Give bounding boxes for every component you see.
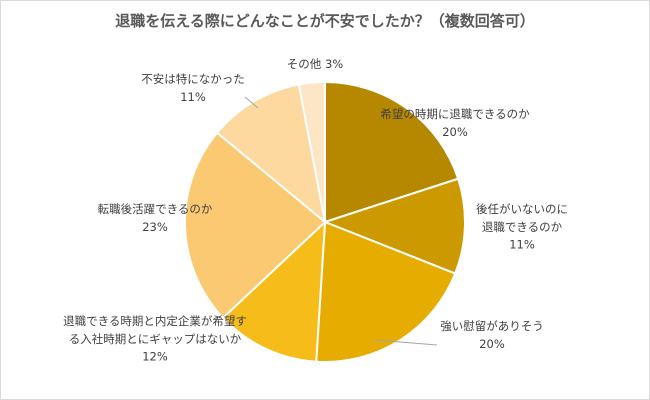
pie-slice-0 <box>324 80 460 224</box>
slice-label-2: 強い慰留がありそう 20% <box>440 319 544 351</box>
pie-slice-4 <box>184 131 327 320</box>
slice-label-1: 後任がいないのに退職できるのか 11% <box>476 202 568 252</box>
leader-line-5 <box>244 96 259 109</box>
pie-slice-6 <box>297 80 326 223</box>
pie-slice-3 <box>221 219 327 363</box>
chart-title: 退職を伝える際にどんなことが不安でしたか？（複数回答可） <box>115 12 535 30</box>
slice-label-3: 退職できる時期と内定企業が希望する入社時期とにギャップはないか 12% <box>63 314 247 364</box>
slice-label-4: 転職後活躍できるのか 23% <box>98 202 213 234</box>
pie-slice-5 <box>215 83 327 225</box>
pie-slice-2 <box>315 220 457 363</box>
slice-label-6: その他 3% <box>287 57 343 71</box>
slice-label-0: 希望の時期に退職できるのか 20% <box>380 107 530 139</box>
pie-slice-1 <box>322 177 466 275</box>
leader-line-2 <box>374 339 438 346</box>
slice-label-5: 不安は特になかった 11% <box>141 72 245 104</box>
